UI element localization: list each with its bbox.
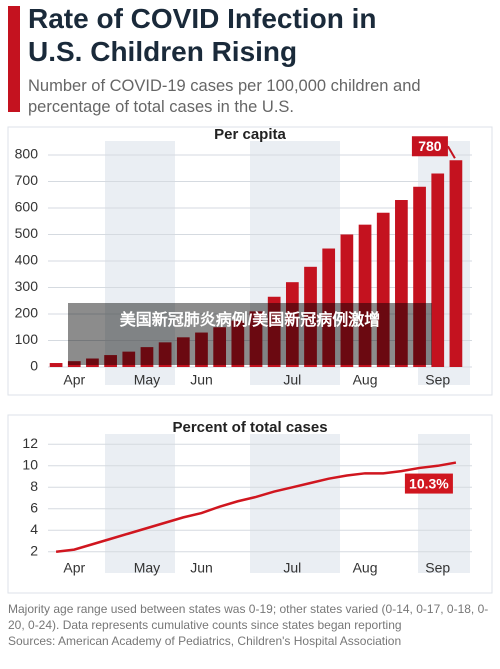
- bar: [176, 337, 190, 367]
- bar: [395, 200, 408, 367]
- bar: [340, 234, 354, 367]
- y-tick-label: 400: [15, 252, 39, 268]
- bar: [304, 266, 317, 367]
- y-tick-label: 10: [22, 456, 38, 472]
- bar: [122, 351, 136, 367]
- bar: [431, 173, 445, 367]
- x-tick-label: Jul: [283, 372, 301, 388]
- x-tick-label: Jul: [283, 560, 301, 576]
- accent-bar: [8, 6, 20, 112]
- value-label: 780: [418, 138, 442, 154]
- bar: [140, 347, 154, 367]
- y-tick-label: 500: [15, 225, 39, 241]
- source: Sources: American Academy of Pediatrics,…: [8, 634, 402, 648]
- value-label: 10.3%: [409, 475, 449, 491]
- overlay-caption: 美国新冠肺炎病例/美国新冠病例激增: [68, 303, 432, 365]
- bar: [285, 282, 299, 367]
- label-tick: [447, 145, 456, 159]
- y-tick-label: 600: [15, 199, 39, 215]
- bar: [195, 332, 208, 367]
- bar: [376, 212, 390, 367]
- line: [55, 461, 457, 554]
- value-label-box: [404, 473, 453, 494]
- y-tick-label: 4: [30, 521, 38, 537]
- month-band: [105, 434, 175, 573]
- y-tick-label: 6: [30, 499, 38, 515]
- y-tick-label: 12: [22, 435, 38, 451]
- y-tick-label: 700: [15, 172, 39, 188]
- bar: [231, 320, 245, 367]
- panel: [7, 414, 493, 594]
- y-tick-label: 200: [15, 305, 39, 321]
- month-band: [418, 434, 470, 573]
- bar: [67, 361, 81, 367]
- charts: Per capita 0 100 200 300 400 500 600 700 800 Apr Ma…: [7, 126, 493, 594]
- bar: [449, 160, 463, 367]
- month-band: [250, 434, 340, 573]
- bar: [249, 311, 263, 367]
- y-tick-label: 300: [15, 278, 39, 294]
- bar: [86, 358, 99, 367]
- chart-title: Per capita: [214, 126, 286, 143]
- x-tick-label: Aug: [353, 372, 378, 388]
- x-tick-label: Sep: [425, 560, 450, 576]
- x-tick-label: Aug: [353, 560, 378, 576]
- x-tick-label: Jun: [190, 372, 213, 388]
- panel: [7, 126, 493, 396]
- x-tick-label: Apr: [63, 560, 85, 576]
- bar: [358, 224, 372, 367]
- subtitle: Number of COVID-19 cases per 100,000 chi…: [28, 77, 421, 116]
- value-label-box: [411, 136, 448, 157]
- bar: [322, 248, 336, 367]
- x-tick-label: Sep: [425, 372, 450, 388]
- bar: [49, 363, 63, 367]
- bar: [267, 296, 281, 367]
- x-tick-label: May: [134, 372, 160, 388]
- note: Majority age range used between states w…: [8, 602, 489, 632]
- y-tick-label: 8: [30, 478, 38, 494]
- x-tick-label: Apr: [63, 372, 85, 388]
- y-tick-label: 2: [30, 542, 38, 558]
- bar: [104, 355, 117, 367]
- bar: [413, 186, 426, 367]
- bar: [213, 327, 227, 367]
- y-tick-label: 100: [15, 331, 39, 347]
- y-tick-label: 0: [30, 358, 38, 374]
- x-tick-label: Jun: [190, 560, 213, 576]
- title: Rate of COVID Infection in U.S. Children…: [28, 3, 377, 67]
- x-tick-label: May: [134, 560, 160, 576]
- bar: [158, 342, 172, 367]
- chart-title: Percent of total cases: [172, 419, 327, 436]
- y-tick-label: 800: [15, 146, 39, 162]
